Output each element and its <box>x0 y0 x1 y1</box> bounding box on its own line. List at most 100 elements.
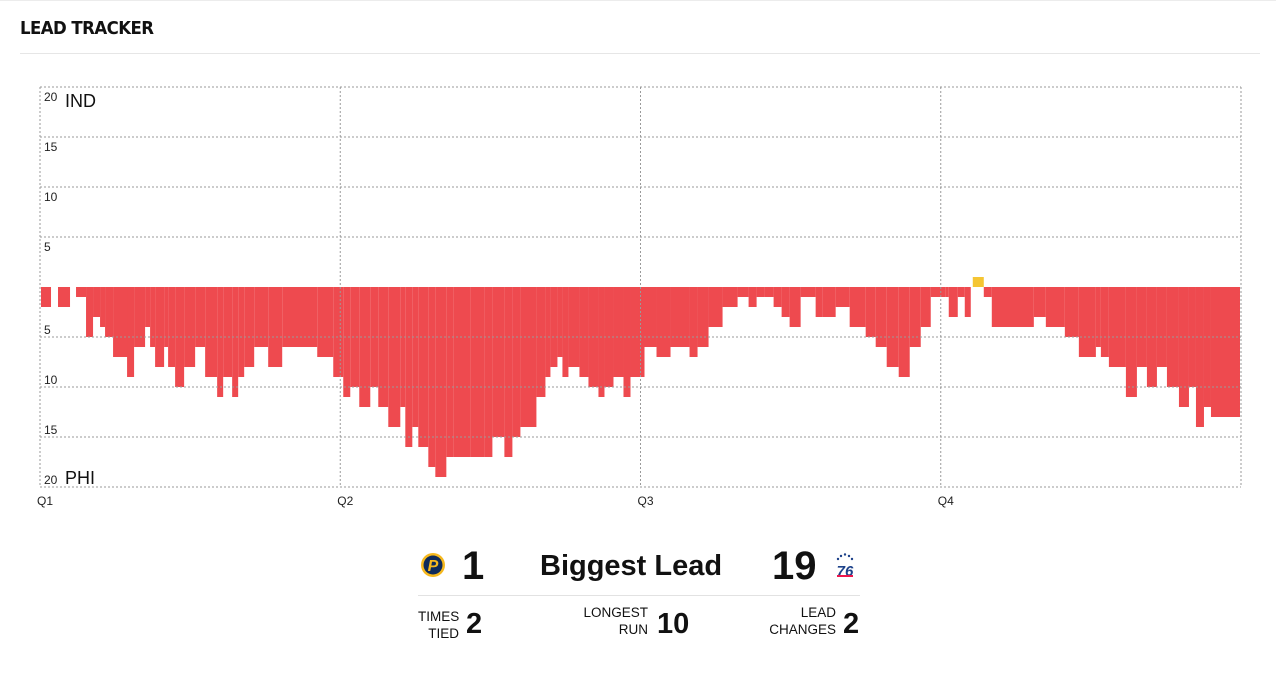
longest-run-value: 10 <box>657 608 690 640</box>
phi-lead-bar <box>164 287 169 347</box>
phi-lead-bar <box>484 287 493 457</box>
team-top-label: IND <box>65 91 96 111</box>
phi-lead-bar <box>748 287 757 307</box>
phi-lead-bar <box>127 287 135 377</box>
phi-lead-bar <box>217 287 224 397</box>
phi-biggest-lead: 19 <box>772 544 817 588</box>
phi-lead-bar <box>343 287 351 397</box>
phi-lead-bar <box>453 287 471 457</box>
phi-lead-bar <box>145 287 151 327</box>
phi-lead-bar <box>945 287 949 297</box>
phi-lead-bar <box>689 287 698 357</box>
times-tied-value: 2 <box>466 608 483 640</box>
phi-lead-bar <box>1033 287 1046 317</box>
phi-lead-bar <box>175 287 185 387</box>
phi-lead-bar <box>697 287 709 347</box>
phi-lead-bar <box>613 287 624 377</box>
phi-lead-bar <box>370 287 379 387</box>
quarter-label: Q2 <box>337 494 353 508</box>
phi-lead-bar <box>1203 287 1211 407</box>
y-tick-label: 15 <box>44 423 58 437</box>
ind-biggest-lead: 1 <box>462 544 485 588</box>
phi-lead-bar <box>1156 287 1167 367</box>
phi-lead-bar <box>1100 287 1109 357</box>
phi-lead-bar <box>168 287 176 367</box>
phi-lead-bar <box>789 287 801 327</box>
phi-lead-bar <box>865 287 876 337</box>
phi-lead-bar <box>446 287 454 457</box>
biggest-lead-label: Biggest Lead <box>540 550 723 582</box>
phi-lead-bar <box>350 287 360 387</box>
y-tick-label: 5 <box>44 240 51 254</box>
lead-changes-label-line2: CHANGES <box>769 622 836 637</box>
phi-lead-bar <box>562 287 569 377</box>
phi-lead-bar <box>1210 287 1240 417</box>
phi-lead-bar <box>282 287 318 347</box>
phi-lead-bar <box>504 287 513 457</box>
phi-lead-bar <box>388 287 401 427</box>
y-tick-label: 5 <box>44 323 51 337</box>
phi-lead-bar <box>359 287 371 407</box>
phi-lead-bar <box>400 287 406 407</box>
y-tick-label: 20 <box>44 90 58 104</box>
phi-lead-bar <box>875 287 887 347</box>
quarter-label: Q1 <box>37 494 53 508</box>
phi-lead-bar <box>435 287 447 477</box>
longest-run-label-line2: RUN <box>618 622 648 637</box>
phi-lead-bar <box>232 287 239 397</box>
phi-lead-bar <box>1178 287 1189 407</box>
phi-lead-bar <box>238 287 245 377</box>
phi-lead-bar <box>568 287 580 367</box>
phi-lead-bar <box>1146 287 1157 387</box>
phi-lead-bar <box>737 287 749 297</box>
phi-lead-bar <box>1136 287 1147 367</box>
y-tick-label: 20 <box>44 473 58 487</box>
phi-lead-bar <box>1195 287 1204 427</box>
section-title: LEAD TRACKER <box>20 18 154 39</box>
phi-lead-bar <box>150 287 156 347</box>
phi-lead-bar <box>773 287 782 307</box>
phi-lead-bar <box>76 287 87 297</box>
phi-lead-bar <box>412 287 419 427</box>
phi-lead-bar <box>835 287 850 307</box>
phi-lead-bar <box>244 287 255 367</box>
phi-lead-bar <box>656 287 671 357</box>
phi-lead-bar <box>964 287 971 317</box>
phi-lead-bar <box>1078 287 1096 357</box>
times-tied-stat: TIMES TIED 2 <box>418 602 518 646</box>
lead-changes-label: LEAD CHANGES <box>748 604 836 638</box>
phi-lead-bar <box>948 287 958 317</box>
phi-lead-bar <box>557 287 563 357</box>
stats-divider <box>418 595 860 596</box>
phi-lead-bar <box>545 287 551 377</box>
phi-lead-bar <box>781 287 790 317</box>
phi-lead-bar <box>630 287 645 377</box>
longest-run-label: LONGEST RUN <box>568 604 648 638</box>
phi-lead-bar <box>822 287 836 317</box>
phi-lead-bar <box>93 287 101 317</box>
phi-lead-bar <box>991 287 1034 327</box>
biggest-lead-row: P 1 Biggest Lead 19 76 <box>418 540 860 592</box>
phi-lead-bar <box>184 287 196 367</box>
pacers-logo-icon: P <box>421 553 445 577</box>
phi-lead-bar <box>520 287 537 427</box>
phi-lead-bar <box>1125 287 1137 397</box>
phi-lead-bar <box>536 287 546 397</box>
phi-lead-bar <box>492 287 505 437</box>
phi-lead-bar <box>849 287 866 327</box>
phi-lead-bar <box>670 287 690 347</box>
phi-lead-bar <box>1095 287 1101 347</box>
phi-lead-bar <box>512 287 521 437</box>
phi-lead-bar <box>105 287 114 337</box>
quarter-label: Q3 <box>638 494 654 508</box>
phi-lead-bar <box>428 287 436 467</box>
phi-lead-bar <box>800 287 816 297</box>
phi-lead-bar <box>223 287 233 377</box>
phi-lead-bar <box>113 287 131 357</box>
sixers-logo-icon: 76 <box>837 553 854 580</box>
phi-lead-bar <box>254 287 269 347</box>
quarter-label: Q4 <box>938 494 954 508</box>
phi-lead-bar <box>550 287 558 367</box>
phi-lead-bar <box>86 287 94 337</box>
phi-lead-bar <box>815 287 823 317</box>
